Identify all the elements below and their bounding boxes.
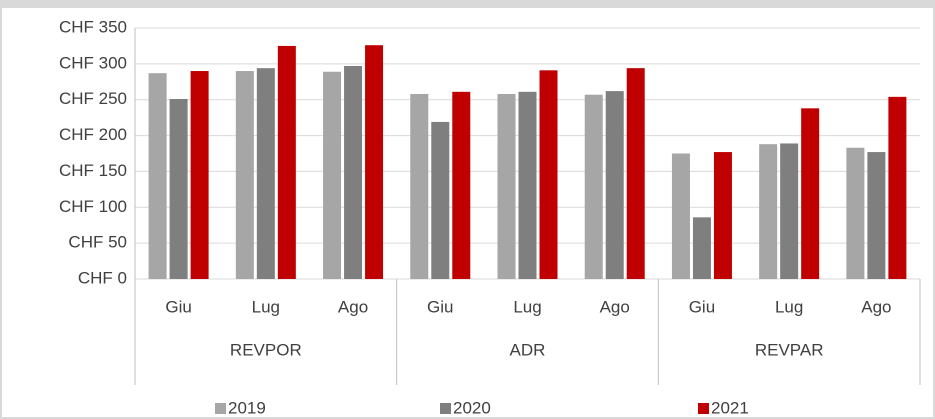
legend-label: 2020	[453, 398, 491, 417]
bar	[277, 45, 296, 279]
x-tick-label: Giu	[689, 297, 715, 316]
bar	[365, 45, 384, 280]
bar	[713, 152, 732, 279]
legend-label: 2019	[228, 398, 266, 417]
bar	[846, 147, 865, 279]
bar	[626, 68, 645, 279]
group-label: ADR	[510, 340, 546, 359]
y-tick-label: CHF 250	[59, 89, 127, 108]
bar	[452, 91, 471, 279]
bar	[584, 94, 603, 280]
bar	[256, 68, 275, 279]
bar	[605, 91, 624, 279]
x-tick-label: Ago	[338, 297, 368, 316]
x-tick-label: Lug	[775, 297, 803, 316]
bar	[671, 153, 690, 279]
y-tick-label: CHF 100	[59, 197, 127, 216]
legend-swatch	[215, 403, 226, 414]
x-tick-label: Ago	[861, 297, 891, 316]
bar	[888, 96, 907, 280]
y-tick-label: CHF 0	[78, 268, 127, 287]
y-tick-label: CHF 200	[59, 125, 127, 144]
x-tick-label: Giu	[165, 297, 191, 316]
bar	[169, 98, 188, 279]
bar	[867, 152, 886, 279]
x-tick-label: Giu	[427, 297, 453, 316]
bar	[518, 91, 537, 279]
bar	[759, 144, 778, 279]
bar	[344, 66, 363, 279]
group-label: REVPOR	[230, 340, 302, 359]
x-tick-label: Ago	[600, 297, 630, 316]
bar	[323, 71, 342, 279]
bar	[539, 70, 558, 279]
x-tick-label: Lug	[252, 297, 280, 316]
legend-swatch	[698, 403, 709, 414]
legend-swatch	[440, 403, 451, 414]
bar	[497, 93, 516, 279]
bar	[235, 71, 254, 280]
x-tick-label: Lug	[513, 297, 541, 316]
bar	[431, 121, 450, 280]
bar	[190, 71, 209, 280]
bar	[780, 143, 799, 279]
y-tick-label: CHF 350	[59, 17, 127, 36]
bar	[410, 93, 429, 279]
group-label: REVPAR	[755, 340, 824, 359]
bar	[801, 108, 820, 279]
legend-label: 2021	[711, 398, 749, 417]
y-tick-label: CHF 50	[68, 233, 127, 252]
y-tick-label: CHF 300	[59, 53, 127, 72]
top-band	[0, 0, 935, 8]
y-tick-label: CHF 150	[59, 161, 127, 180]
bar	[692, 217, 711, 279]
bar	[148, 73, 167, 280]
